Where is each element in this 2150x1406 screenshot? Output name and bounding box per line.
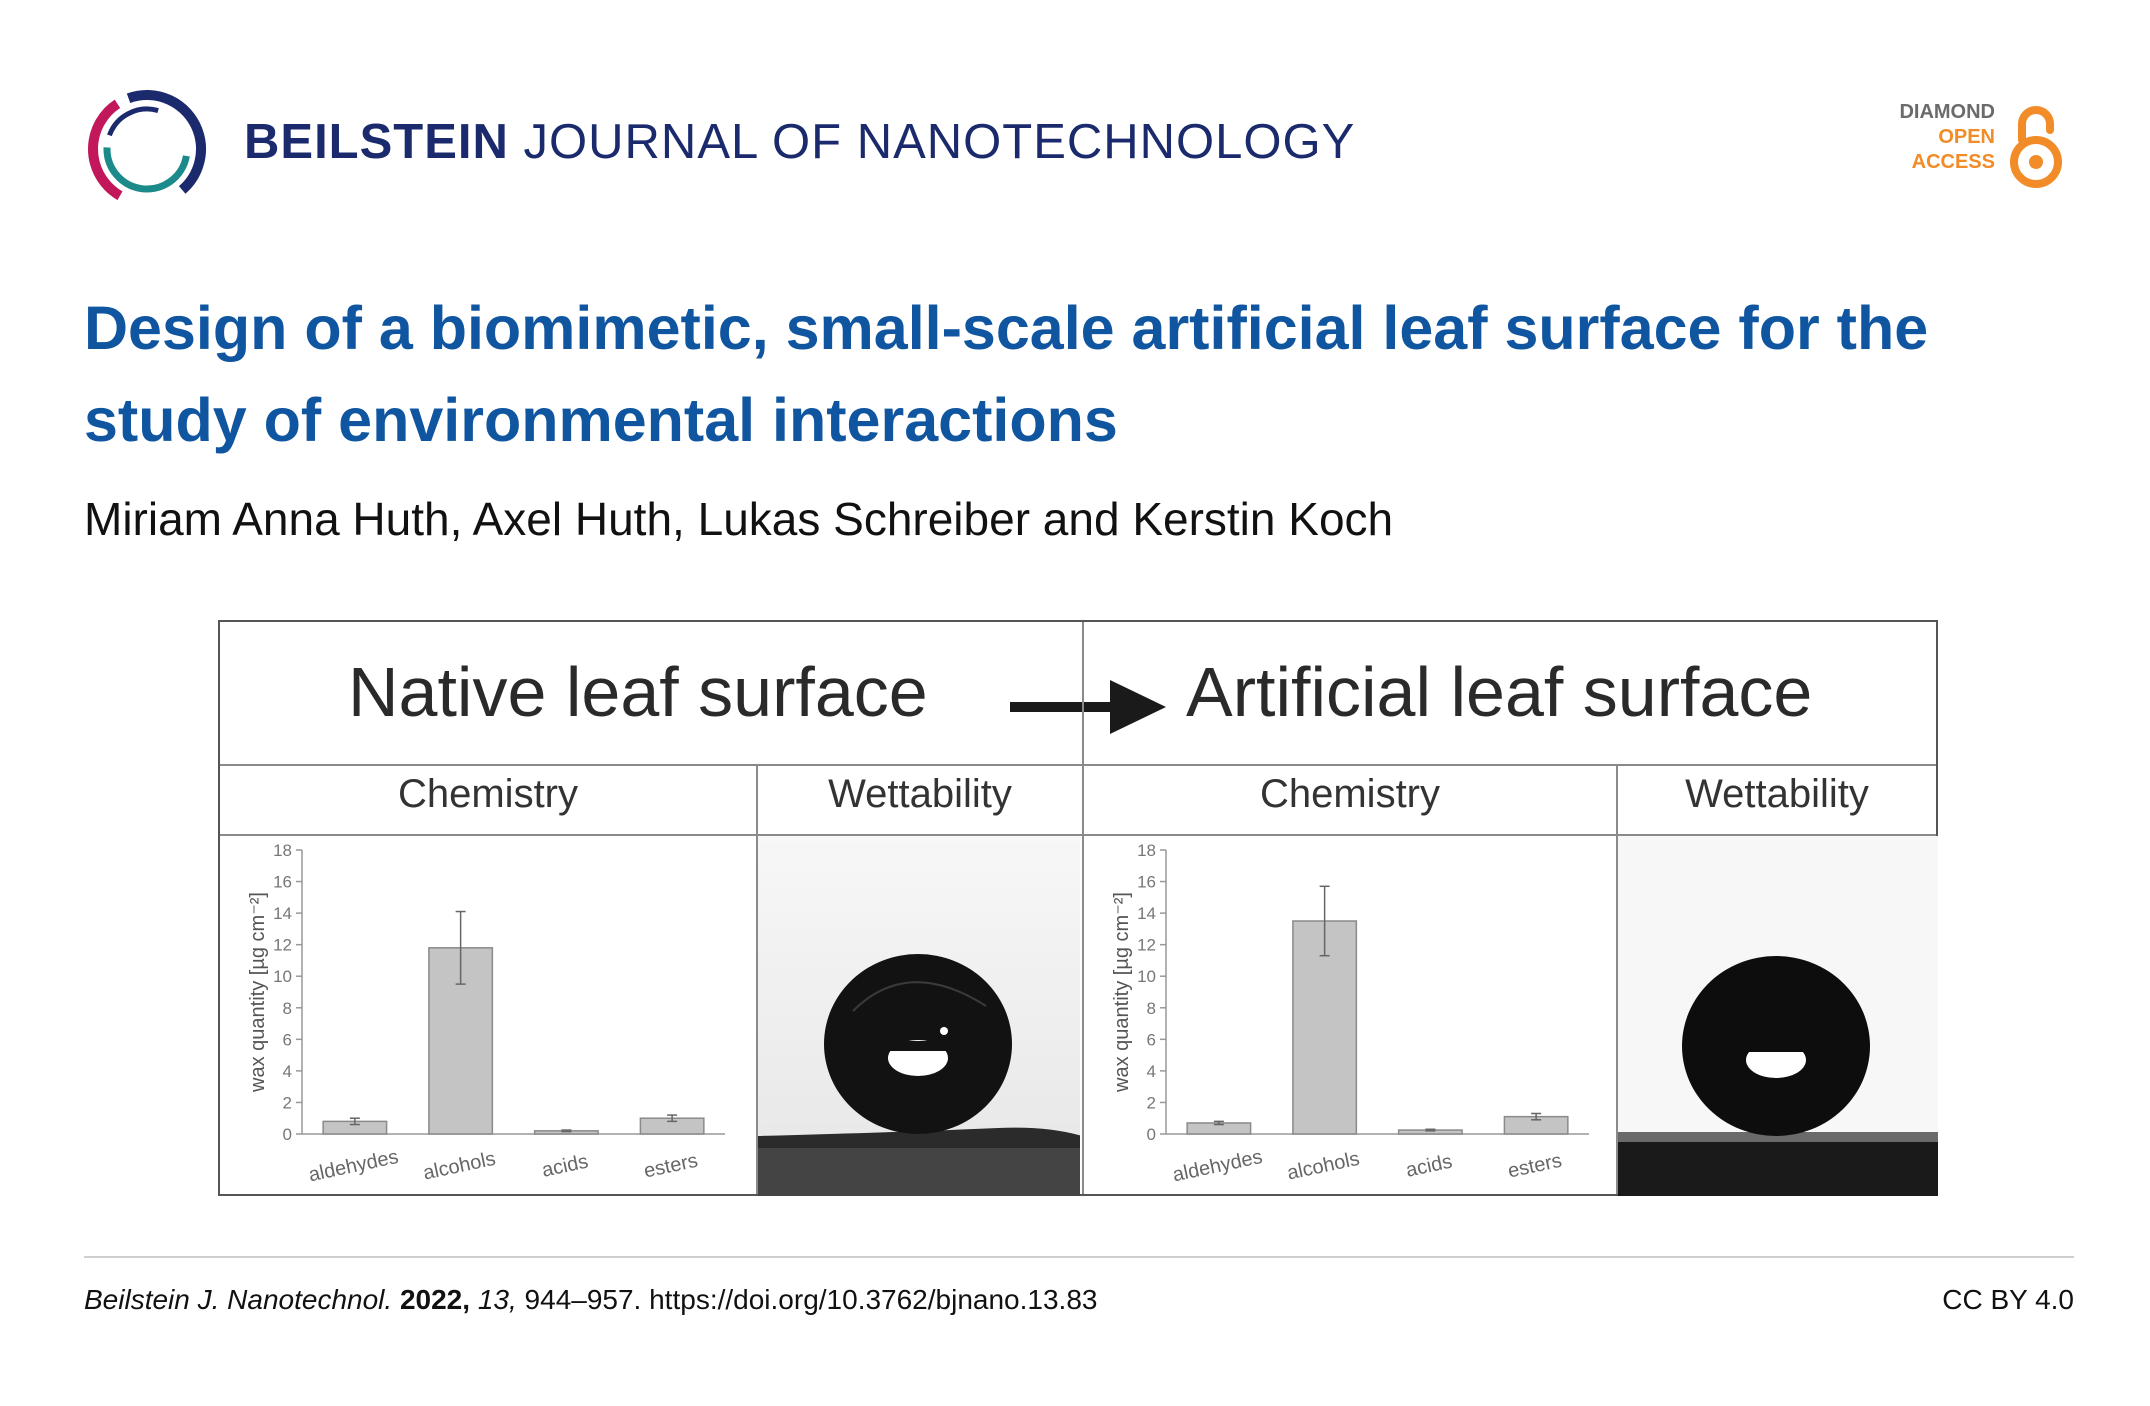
y-tick-label: 6 bbox=[283, 1030, 292, 1049]
y-tick-label: 10 bbox=[273, 967, 292, 986]
y-tick-label: 10 bbox=[1137, 967, 1156, 986]
artificial-droplet-photo bbox=[1618, 836, 1940, 1196]
grid-divider bbox=[1082, 622, 1084, 1194]
category-label-esters: esters bbox=[642, 1150, 700, 1183]
category-label-acids: acids bbox=[1404, 1151, 1454, 1182]
badge-open: OPEN bbox=[1938, 126, 1995, 148]
grid-divider bbox=[756, 764, 758, 1194]
category-label-alcohols: alcohols bbox=[1285, 1148, 1361, 1185]
artificial-wax-chart-svg: 0 2 4 6 8 10 12 14 16 18 wax quantity [µg cm⁻²] ald… bbox=[1111, 841, 1589, 1186]
category-label-alcohols: alcohols bbox=[421, 1148, 497, 1185]
y-tick-label: 18 bbox=[273, 841, 292, 860]
y-tick-label: 6 bbox=[1147, 1030, 1156, 1049]
native-wax-chart-svg: 0 2 4 6 8 10 12 14 16 18 wax quantity [µg cm⁻²] ald… bbox=[247, 841, 725, 1186]
y-axis-label: wax quantity [µg cm⁻²] bbox=[1111, 892, 1133, 1093]
y-tick-label: 16 bbox=[1137, 873, 1156, 892]
y-tick-label: 2 bbox=[1147, 1093, 1156, 1112]
footer-divider bbox=[84, 1256, 2074, 1258]
native-chemistry-label: Chemistry bbox=[397, 772, 579, 816]
y-tick-label: 14 bbox=[273, 904, 292, 923]
journal-name: BEILSTEIN JOURNAL OF NANOTECHNOLOGY bbox=[244, 114, 1355, 170]
y-tick-label: 18 bbox=[1137, 841, 1156, 860]
journal-logo-icon bbox=[88, 90, 206, 208]
artificial-chemistry-label: Chemistry bbox=[1259, 772, 1441, 816]
artificial-heading: Artificial leaf surface bbox=[1186, 653, 1813, 731]
grid-divider bbox=[1616, 764, 1618, 1194]
y-tick-label: 0 bbox=[283, 1125, 292, 1144]
citation-volume: 13, bbox=[477, 1284, 517, 1315]
native-droplet-photo bbox=[758, 836, 1080, 1196]
journal-name-rest: JOURNAL OF NANOTECHNOLOGY bbox=[523, 115, 1356, 169]
category-label-acids: acids bbox=[540, 1151, 590, 1182]
citation: Beilstein J. Nanotechnol. 2022, 13, 944–… bbox=[84, 1284, 1097, 1316]
article-title: Design of a biomimetic, small-scale arti… bbox=[84, 294, 1929, 454]
citation-journal: Beilstein J. Nanotechnol. bbox=[84, 1284, 393, 1315]
category-label-aldehydes: aldehydes bbox=[307, 1146, 401, 1186]
y-tick-label: 16 bbox=[273, 873, 292, 892]
citation-year: 2022, bbox=[399, 1284, 471, 1315]
open-access-badge: DIAMOND OPEN ACCESS bbox=[1890, 100, 2075, 190]
y-axis-label: wax quantity [µg cm⁻²] bbox=[247, 892, 269, 1093]
bar-alcohols bbox=[1292, 920, 1358, 1135]
arrow-right-icon bbox=[1010, 680, 1166, 734]
grid-line bbox=[220, 764, 1936, 766]
artificial-wax-chart: 0 2 4 6 8 10 12 14 16 18 wax quantity [µg cm⁻²] ald… bbox=[1084, 834, 1619, 1196]
citation-doi[interactable]: 944–957. https://doi.org/10.3762/bjnano.… bbox=[524, 1284, 1098, 1315]
artificial-wettability-label: Wettability bbox=[1685, 772, 1869, 816]
y-tick-label: 4 bbox=[283, 1062, 292, 1081]
native-wax-chart: 0 2 4 6 8 10 12 14 16 18 wax quantity [µg cm⁻²] ald… bbox=[220, 834, 755, 1196]
open-lock-icon bbox=[2010, 106, 2062, 188]
journal-name-bold: BEILSTEIN bbox=[244, 115, 509, 169]
license[interactable]: CC BY 4.0 bbox=[1942, 1284, 2074, 1315]
native-wettability-label: Wettability bbox=[828, 772, 1012, 816]
article-authors: Miriam Anna Huth, Axel Huth, Lukas Schre… bbox=[84, 493, 1394, 545]
category-label-aldehydes: aldehydes bbox=[1171, 1146, 1265, 1186]
graphical-abstract: Native leaf surface Artificial leaf surf… bbox=[218, 620, 1938, 1196]
category-label-esters: esters bbox=[1506, 1150, 1564, 1183]
y-tick-label: 2 bbox=[283, 1093, 292, 1112]
grid-line bbox=[220, 834, 1936, 836]
y-tick-label: 8 bbox=[283, 999, 292, 1018]
y-tick-label: 12 bbox=[273, 936, 292, 955]
badge-diamond: DIAMOND bbox=[1899, 101, 1995, 123]
y-tick-label: 12 bbox=[1137, 936, 1156, 955]
y-tick-label: 0 bbox=[1147, 1125, 1156, 1144]
y-tick-label: 8 bbox=[1147, 999, 1156, 1018]
y-tick-label: 14 bbox=[1137, 904, 1156, 923]
y-tick-label: 4 bbox=[1147, 1062, 1156, 1081]
native-heading: Native leaf surface bbox=[348, 653, 928, 731]
badge-access: ACCESS bbox=[1911, 151, 1995, 173]
